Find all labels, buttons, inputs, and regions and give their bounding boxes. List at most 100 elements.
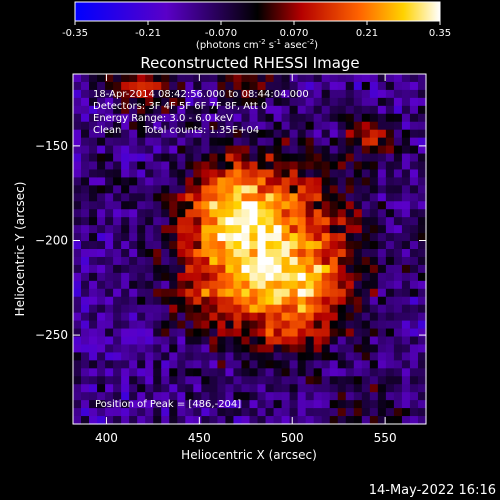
heatmap-cell: [313, 145, 323, 155]
heatmap-cell: [345, 201, 355, 210]
heatmap-cell: [177, 328, 186, 338]
heatmap-cell: [121, 320, 130, 330]
heatmap-cell: [337, 153, 347, 163]
heatmap-cell: [417, 129, 427, 139]
heatmap-cell: [393, 209, 403, 218]
heatmap-cell: [377, 105, 387, 115]
heatmap-cell: [201, 217, 210, 226]
heatmap-cell: [345, 209, 355, 218]
heatmap-cell: [225, 392, 235, 401]
heatmap-cell: [369, 249, 379, 258]
heatmap-cell: [409, 153, 419, 163]
heatmap-cell: [73, 400, 82, 409]
heatmap-cell: [217, 288, 227, 298]
heatmap-cell: [393, 320, 403, 330]
heatmap-cell: [89, 400, 98, 409]
heatmap-cell: [361, 201, 371, 210]
heatmap-cell: [153, 368, 162, 377]
heatmap-cell: [409, 161, 419, 171]
heatmap-cell: [81, 225, 90, 234]
heatmap-cell: [313, 121, 323, 131]
heatmap-cell: [353, 169, 363, 178]
heatmap-cell: [161, 89, 170, 99]
heatmap-cell: [121, 145, 130, 155]
heatmap-cell: [137, 121, 146, 131]
heatmap-cell: [225, 376, 235, 385]
heatmap-cell: [409, 177, 419, 186]
heatmap-cell: [201, 241, 210, 250]
heatmap-cell: [113, 352, 122, 361]
heatmap-cell: [153, 225, 162, 234]
heatmap-cell: [201, 296, 210, 306]
heatmap-cell: [329, 384, 339, 393]
heatmap-cell: [369, 97, 379, 107]
heatmap-cell: [369, 392, 379, 401]
heatmap-cell: [401, 416, 411, 425]
heatmap-cell: [81, 129, 90, 139]
heatmap-cell: [289, 328, 299, 338]
heatmap-cell: [105, 400, 114, 409]
heatmap-cell: [361, 352, 371, 361]
heatmap-cell: [121, 161, 130, 171]
heatmap-cell: [321, 336, 331, 346]
heatmap-cell: [81, 137, 90, 147]
heatmap-cell: [409, 392, 419, 401]
heatmap-cell: [145, 352, 154, 361]
heatmap-cell: [273, 312, 283, 322]
heatmap-cell: [137, 249, 146, 258]
heatmap-cell: [353, 249, 363, 258]
heatmap-cell: [153, 296, 162, 306]
heatmap-cell: [81, 161, 90, 171]
heatmap-cell: [185, 280, 194, 290]
heatmap-cell: [249, 225, 259, 234]
heatmap-cell: [137, 185, 146, 194]
heatmap-cell: [281, 320, 291, 330]
heatmap-cell: [137, 264, 146, 274]
heatmap-cell: [129, 400, 138, 409]
heatmap-cell: [329, 352, 339, 361]
heatmap-cell: [409, 241, 419, 250]
heatmap-cell: [97, 288, 106, 298]
heatmap-cell: [249, 137, 259, 147]
heatmap-cell: [89, 145, 98, 155]
heatmap-cell: [401, 288, 411, 298]
heatmap-cell: [233, 400, 243, 409]
heatmap-cell: [409, 360, 419, 369]
heatmap-cell: [89, 153, 98, 163]
heatmap-cell: [185, 89, 194, 99]
heatmap-cell: [281, 376, 291, 385]
heatmap-cell: [305, 368, 315, 377]
heatmap-cell: [401, 320, 411, 330]
heatmap-cell: [313, 368, 323, 377]
heatmap-cell: [169, 272, 178, 282]
heatmap-cell: [281, 336, 291, 346]
heatmap-cell: [353, 153, 363, 163]
heatmap-cell: [89, 97, 98, 107]
heatmap-cell: [385, 185, 395, 194]
heatmap-cell: [105, 185, 114, 194]
heatmap-cell: [113, 201, 122, 210]
heatmap-cell: [217, 193, 227, 202]
heatmap-cell: [417, 272, 427, 282]
heatmap-cell: [137, 177, 146, 186]
heatmap-cell: [145, 161, 154, 171]
heatmap-cell: [177, 225, 186, 234]
heatmap-cell: [81, 392, 90, 401]
heatmap-cell: [137, 256, 146, 266]
heatmap-cell: [97, 161, 106, 171]
heatmap-cell: [201, 129, 210, 139]
heatmap-cell: [217, 384, 227, 393]
heatmap-cell: [145, 416, 154, 425]
heatmap-cell: [73, 360, 82, 369]
heatmap-cell: [249, 89, 259, 99]
heatmap-cell: [73, 249, 82, 258]
heatmap-cell: [385, 209, 395, 218]
heatmap-cell: [153, 288, 162, 298]
heatmap-cell: [313, 97, 323, 107]
heatmap-cell: [329, 185, 339, 194]
heatmap-cell: [297, 177, 307, 186]
heatmap-cell: [129, 272, 138, 282]
heatmap-cell: [241, 97, 251, 107]
heatmap-cell: [281, 129, 291, 139]
heatmap-cell: [385, 392, 395, 401]
